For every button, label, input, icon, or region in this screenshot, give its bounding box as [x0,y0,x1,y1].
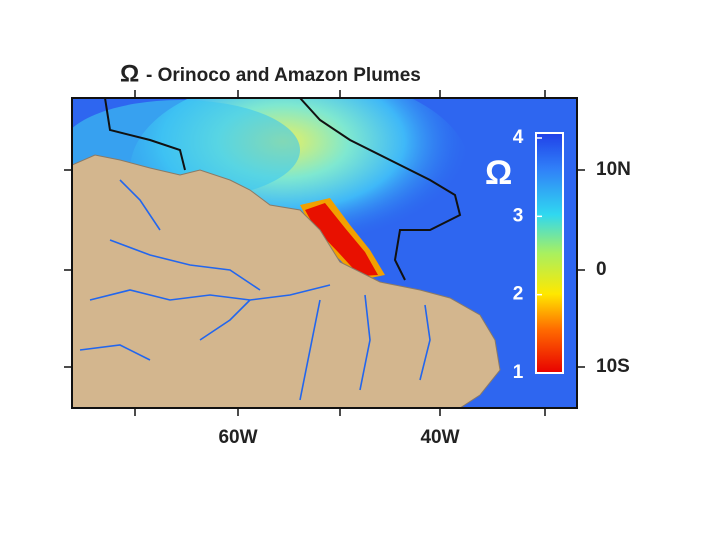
lat-label: 0 [596,259,607,280]
map-frame [71,97,578,409]
plume-core [305,203,378,276]
title: - Orinoco and Amazon Plumes [146,65,421,86]
lat-label: 10N [596,159,631,180]
colorbar-tick-label: 2 [513,284,524,305]
frame-ticks [64,90,585,416]
lat-label: 10S [596,356,630,377]
lon-label: 60W [218,427,257,448]
land [72,154,501,408]
colorbar-tick-label: 1 [513,362,524,383]
contour [104,98,462,281]
rivers [79,179,431,401]
lon-label: 40W [420,427,459,448]
colorbar-tick-label: 4 [513,127,524,148]
colorbar-tick-label: 3 [513,205,524,226]
title-symbol: Ω [120,60,139,87]
map: Ω [72,98,577,408]
colorbar [535,132,564,374]
colorbar-label: Ω [485,154,512,192]
